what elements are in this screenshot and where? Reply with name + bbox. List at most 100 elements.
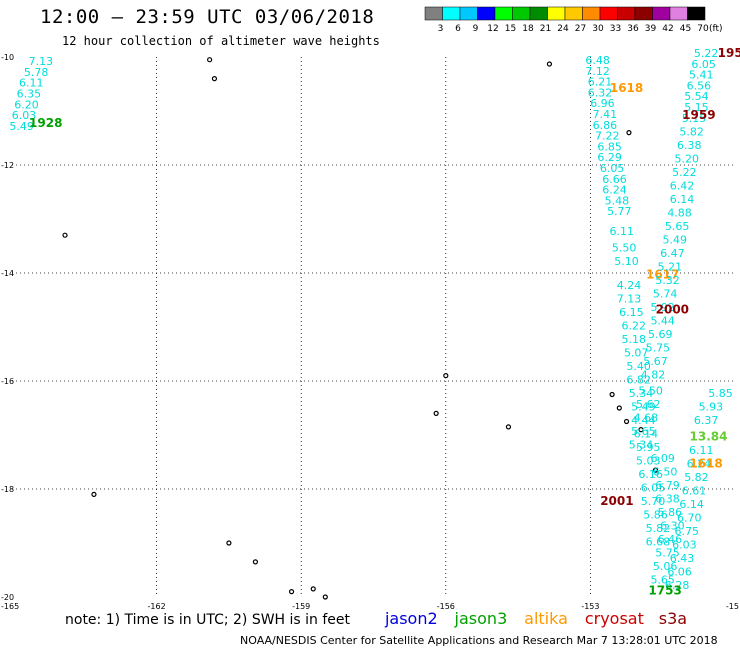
swh-value-label: 5.41 [689,69,714,82]
satellite-label-cryosat: cryosat [584,609,644,628]
colorbar-tick-label: 24 [557,24,569,34]
swh-value-label: 6.38 [677,139,702,152]
swh-value-label: 5.22 [694,47,719,60]
swh-value-label: 5.49 [663,233,688,246]
satellite-label-s3a: s3a [658,609,688,628]
island-marker [288,588,295,595]
swh-value-label: 4.82 [641,368,666,381]
swh-value-label: 5.86 [643,509,668,522]
swh-value-label: 5.93 [699,401,724,414]
swh-value-label: 7.13 [29,55,54,68]
swh-value-label: 5.50 [612,241,637,254]
swh-value-label: 6.24 [602,184,627,197]
swh-value-label: 6.03 [672,538,697,551]
swh-value-label: 6.47 [660,247,685,260]
swh-value-label: 5.74 [653,287,678,300]
pass-time-label: 1618 [689,456,722,470]
colorbar-tick-label: 45 [680,24,691,34]
note-row: note: 1) Time is in UTC; 2) SWH is in fe… [65,609,687,628]
swh-value-label: 5.65 [650,574,675,587]
swh-value-label: 6.38 [655,493,680,506]
swh-value-label: 5.75 [655,547,680,560]
satellite-label-jason3: jason3 [454,609,508,628]
satellite-label-jason2: jason2 [384,609,438,628]
island-marker [226,540,232,546]
track-s3a: 5.226.055.416.565.545.155.155.826.385.20… [600,46,740,587]
colorbar-tick-label: 3 [438,24,444,34]
x-tick-label: -15 [726,602,739,610]
island-marker [505,424,512,430]
page-subtitle: 12 hour collection of altimeter wave hei… [62,34,380,48]
y-tick-label: -20 [1,593,14,602]
swh-value-label: 4.44 [631,414,656,427]
swh-value-label: 6.28 [665,579,690,592]
swh-value-label: 6.79 [655,479,680,492]
colorbar-unit-label: (ft) [709,24,723,34]
swh-value-label: 6.50 [653,466,678,479]
swh-value-label: 5.82 [684,471,709,484]
swh-value-label: 5.75 [646,341,671,354]
colorbar-tick-label: 39 [645,24,657,34]
swh-value-label: 5.34 [629,439,654,452]
island-marker [433,410,439,416]
colorbar-tick-label: 18 [522,24,534,34]
swh-value-label: 5.07 [624,347,649,360]
swh-value-label: 6.05 [641,482,666,495]
swh-value-label: 4.24 [617,279,642,292]
swh-value-label: 6.16 [638,468,663,481]
swh-value-label: 6.68 [646,536,671,549]
island-marker [310,586,316,592]
swh-value-label: 5.40 [626,360,651,373]
pass-time-label: 1959 [682,108,715,122]
grid-lines [12,57,735,597]
swh-value-label: 5.77 [607,205,632,218]
swh-value-label: 6.66 [602,173,627,186]
swh-value-label: 6.70 [677,511,702,524]
swh-value-label: 5.15 [684,101,709,114]
swh-value-label: 5.62 [636,398,661,411]
swh-value-label: 6.43 [670,552,695,565]
swh-value-label: 7.22 [595,130,620,143]
colorbar-tick-label: 30 [592,24,604,34]
swh-value-label: 6.15 [619,306,644,319]
island-marker [626,130,632,136]
swh-value-label: 4.88 [667,206,692,219]
swh-value-label: 5.85 [708,387,733,400]
pass-time-label: 1928 [29,116,62,130]
island-marker [623,418,630,425]
colorbar-tick-label: 27 [575,24,586,34]
swh-value-label: 6.14 [634,428,659,441]
swh-value-label: 6.11 [609,225,634,238]
swh-value-label: 5.48 [605,194,630,207]
island-marker [322,594,328,600]
island-marker [443,373,449,379]
swh-value-label: 6.14 [670,193,695,206]
swh-value-label: 6.30 [660,520,685,533]
swh-value-label: 5.82 [679,125,704,138]
swh-value-label: 5.67 [643,355,668,368]
swh-value-label: 6.96 [590,97,615,110]
island-marker [62,232,68,238]
swh-value-label: 5.49 [9,120,34,133]
pass-time-label: 2001 [600,494,633,508]
swh-value-label: 6.03 [12,109,37,122]
colorbar-tick-label: 33 [610,24,621,34]
swh-value-label: 6.42 [670,179,695,192]
swh-value-label: 5.65 [665,220,690,233]
island-marker [652,467,659,473]
swh-value-label: 6.37 [694,414,719,427]
swh-value-label: 6.82 [626,374,651,387]
island-marker [546,61,553,67]
colorbar-tick-label: 12 [487,24,498,34]
swh-value-label: 5.54 [684,90,709,103]
swh-value-label: 6.09 [650,452,675,465]
island-marker [609,391,615,398]
island-marker [91,491,97,497]
swh-value-label: 4.68 [634,412,659,425]
pass-time-label: 195 [718,46,740,60]
y-tick-label: -10 [1,53,14,62]
x-tick-label: -156 [437,602,455,610]
colorbar-tick-label: 21 [540,24,551,34]
swh-value-label: 6.56 [687,79,712,92]
